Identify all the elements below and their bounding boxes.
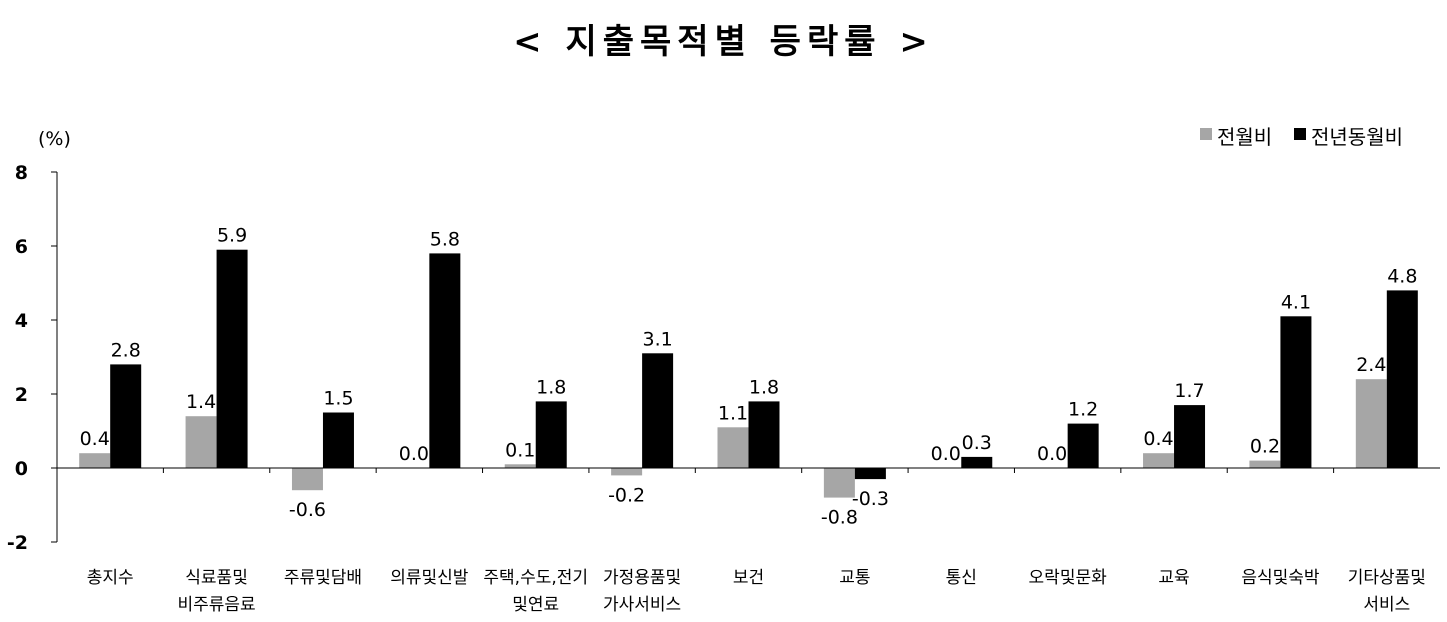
data-label: 0.3 <box>962 432 992 454</box>
bar-yoy <box>110 364 142 468</box>
legend: 전월비 전년동월비 <box>1200 125 1403 149</box>
bar-mom <box>79 453 111 468</box>
data-label: 3.1 <box>643 328 673 350</box>
x-category-label: 통신 <box>946 568 977 588</box>
data-label: 2.4 <box>1356 354 1386 376</box>
bar-yoy <box>1067 423 1099 468</box>
data-label: 0.1 <box>505 439 535 461</box>
data-label: 0.0 <box>399 443 429 465</box>
x-category-label: 의류및신발 <box>390 568 469 588</box>
data-label: -0.8 <box>821 507 858 529</box>
bar-yoy <box>429 253 461 468</box>
chart-title: < 지출목적별 등락률 > <box>513 22 934 62</box>
bar-mom <box>1249 460 1281 468</box>
data-label: 0.4 <box>80 428 110 450</box>
y-tick-label: 0 <box>15 458 28 480</box>
x-category-label: 기타상품및 <box>1348 568 1426 588</box>
y-tick-label: 4 <box>15 310 28 332</box>
bar-yoy <box>1280 316 1312 468</box>
data-labels: 0.4 2.8 1.4 5.9 -0.6 1.5 0.0 5.8 0.1 1.8 -0.2 3.1 1.… <box>80 225 1418 529</box>
bar-yoy <box>1174 405 1206 468</box>
legend-swatch <box>1294 128 1306 140</box>
data-label: -0.3 <box>852 488 889 510</box>
x-category-label: 교통 <box>839 568 870 588</box>
data-label: 1.5 <box>323 388 353 410</box>
data-label: -0.2 <box>608 484 645 506</box>
data-label: 1.8 <box>536 376 566 398</box>
data-label: 5.9 <box>217 225 247 247</box>
x-category-label: 교육 <box>1158 568 1189 588</box>
data-label: 0.4 <box>1143 428 1173 450</box>
data-label: 1.8 <box>749 376 779 398</box>
data-label: 4.8 <box>1387 265 1417 287</box>
bar-mom <box>823 468 855 498</box>
legend-label: 전월비 <box>1217 125 1272 149</box>
x-category-label: 음식및숙박 <box>1241 568 1320 588</box>
bar-yoy <box>535 401 567 468</box>
bar-mom <box>291 468 323 491</box>
data-label: 1.2 <box>1068 399 1098 421</box>
y-axis: 8 6 4 2 0 -2 <box>7 162 58 554</box>
x-category-label: 비주류음료 <box>177 595 255 615</box>
legend-swatch <box>1200 128 1212 140</box>
bar-yoy <box>961 456 993 468</box>
bar-mom <box>504 464 536 468</box>
data-label: 1.7 <box>1174 380 1204 402</box>
bar-mom <box>1143 453 1175 468</box>
x-category-label: 주택,수도,전기 <box>483 568 588 588</box>
bar-yoy <box>216 249 248 468</box>
data-label: 0.0 <box>1037 443 1067 465</box>
unit-label: (%) <box>38 128 71 150</box>
bar-yoy <box>642 353 674 468</box>
data-label: 0.2 <box>1250 436 1280 458</box>
x-category-label: 및연료 <box>512 595 559 615</box>
x-category-label: 보건 <box>733 568 764 588</box>
bar-yoy <box>748 401 780 468</box>
bar-yoy <box>854 468 886 480</box>
data-label: 0.0 <box>931 443 961 465</box>
data-label: -0.6 <box>289 499 326 521</box>
bar-yoy <box>1386 290 1418 468</box>
bar-yoy <box>322 412 354 468</box>
x-category-label: 총지수 <box>87 568 134 588</box>
x-category-label: 서비스 <box>1363 595 1410 615</box>
bar-mom <box>717 427 749 468</box>
data-label: 1.1 <box>718 402 748 424</box>
y-tick-label: 6 <box>15 236 28 258</box>
x-category-label: 주류및담배 <box>284 568 362 588</box>
x-category-label: 가정용품및 <box>603 568 681 588</box>
data-label: 2.8 <box>111 339 141 361</box>
y-tick-label: 2 <box>15 384 28 406</box>
bar-mom <box>1355 379 1387 468</box>
x-category-label: 오락및문화 <box>1029 568 1108 588</box>
x-category-label: 가사서비스 <box>603 595 681 615</box>
legend-label: 전년동월비 <box>1311 125 1403 149</box>
data-label: 4.1 <box>1281 291 1311 313</box>
bars <box>79 249 1418 498</box>
bar-mom <box>185 416 217 468</box>
data-label: 5.8 <box>430 228 460 250</box>
bar-mom <box>611 468 643 476</box>
y-tick-label: 8 <box>15 162 28 184</box>
x-category-label: 식료품및 <box>185 568 248 588</box>
y-tick-label: -2 <box>7 532 28 554</box>
data-label: 1.4 <box>186 391 216 413</box>
